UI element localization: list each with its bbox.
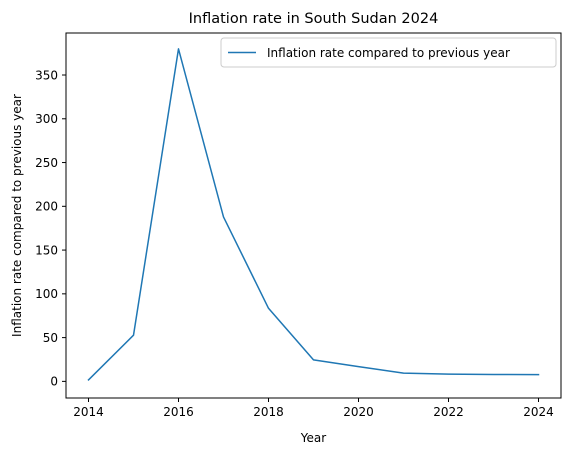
y-tick-label: 200 xyxy=(35,200,58,214)
x-tick-label: 2014 xyxy=(73,405,104,419)
x-tick-label: 2022 xyxy=(433,405,464,419)
x-axis: 2014 2016 2018 2020 2022 2024 xyxy=(73,398,554,419)
chart-title: Inflation rate in South Sudan 2024 xyxy=(189,11,439,27)
legend-box xyxy=(220,37,557,68)
legend: Inflation rate compared to previous year xyxy=(220,37,557,68)
x-axis-label: Year xyxy=(300,431,326,445)
series-line xyxy=(87,48,540,381)
x-tick-label: 2024 xyxy=(523,405,554,419)
y-axis-label: Inflation rate compared to previous year xyxy=(10,94,24,337)
y-axis: 0 50 100 150 200 250 300 350 xyxy=(35,68,66,389)
y-tick-label: 0 xyxy=(50,375,58,389)
plot-frame xyxy=(65,32,562,399)
y-tick-label: 50 xyxy=(43,331,58,345)
y-tick-label: 300 xyxy=(35,112,58,126)
plot-area xyxy=(87,48,540,381)
y-tick-label: 100 xyxy=(35,287,58,301)
y-tick-label: 250 xyxy=(35,156,58,170)
y-tick-label: 350 xyxy=(35,68,58,82)
x-tick-label: 2016 xyxy=(163,405,194,419)
x-tick-label: 2020 xyxy=(343,405,374,419)
x-tick-label: 2018 xyxy=(253,405,284,419)
y-tick-label: 150 xyxy=(35,243,58,257)
legend-label: Inflation rate compared to previous year xyxy=(267,46,510,60)
